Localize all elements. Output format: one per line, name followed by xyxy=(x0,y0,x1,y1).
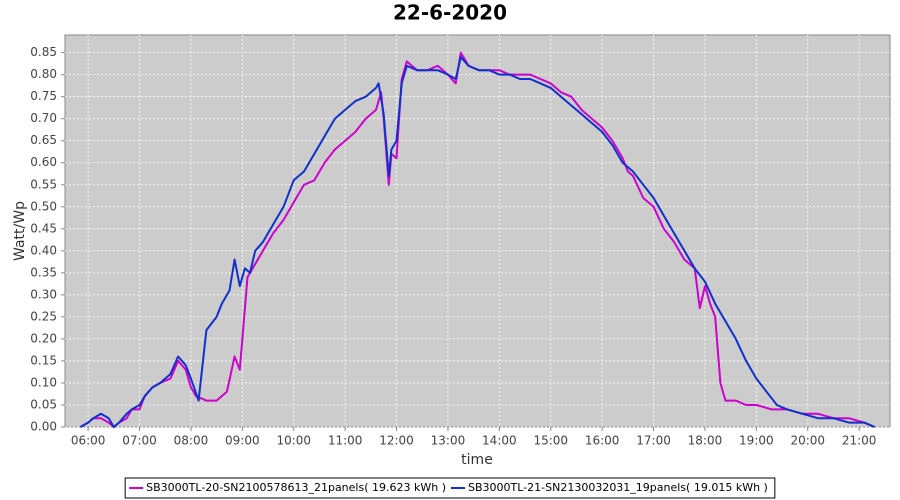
x-tick-label: 06:00 xyxy=(71,434,106,448)
x-tick-label: 11:00 xyxy=(328,434,363,448)
plot-area xyxy=(64,34,891,428)
x-tick-label: 13:00 xyxy=(431,434,466,448)
y-axis-label: Watt/Wp xyxy=(12,201,28,261)
y-tick-label: 0.30 xyxy=(30,287,57,301)
x-tick-label: 07:00 xyxy=(122,434,157,448)
x-tick-label: 18:00 xyxy=(688,434,723,448)
x-tick-label: 16:00 xyxy=(585,434,620,448)
y-tick-label: 0.50 xyxy=(30,199,57,213)
y-tick-label: 0.45 xyxy=(30,221,57,235)
x-tick-label: 17:00 xyxy=(636,434,671,448)
x-tick-label: 08:00 xyxy=(174,434,209,448)
y-tick-label: 0.85 xyxy=(30,45,57,59)
y-tick-label: 0.70 xyxy=(30,111,57,125)
y-tick-label: 0.60 xyxy=(30,155,57,169)
legend-label: SB3000TL-21-SN2130032031_19panels( 19.01… xyxy=(468,481,768,494)
y-tick-label: 0.20 xyxy=(30,331,57,345)
y-tick-label: 0.25 xyxy=(30,309,57,323)
y-tick-label: 0.75 xyxy=(30,89,57,103)
y-tick-label: 0.35 xyxy=(30,265,57,279)
x-tick-label: 12:00 xyxy=(379,434,414,448)
x-tick-label: 09:00 xyxy=(225,434,260,448)
y-tick-label: 0.40 xyxy=(30,243,57,257)
y-tick-label: 0.80 xyxy=(30,67,57,81)
y-tick-label: 0.55 xyxy=(30,177,57,191)
y-tick-label: 0.05 xyxy=(30,397,57,411)
legend-box xyxy=(124,477,776,499)
x-axis-label: time xyxy=(461,452,493,468)
y-tick-label: 0.65 xyxy=(30,133,57,147)
x-tick-label: 20:00 xyxy=(790,434,825,448)
series-line xyxy=(79,56,875,428)
y-tick-label: 0.10 xyxy=(30,375,57,389)
y-tick-label: 0.00 xyxy=(30,420,57,434)
x-tick-label: 10:00 xyxy=(276,434,311,448)
chart-title: 22-6-2020 xyxy=(393,1,507,25)
x-tick-label: 14:00 xyxy=(482,434,517,448)
x-tick-label: 15:00 xyxy=(533,434,568,448)
x-tick-label: 21:00 xyxy=(842,434,877,448)
y-tick-label: 0.15 xyxy=(30,353,57,367)
x-tick-label: 19:00 xyxy=(739,434,774,448)
legend-label: SB3000TL-20-SN2100578613_21panels( 19.62… xyxy=(146,481,446,494)
